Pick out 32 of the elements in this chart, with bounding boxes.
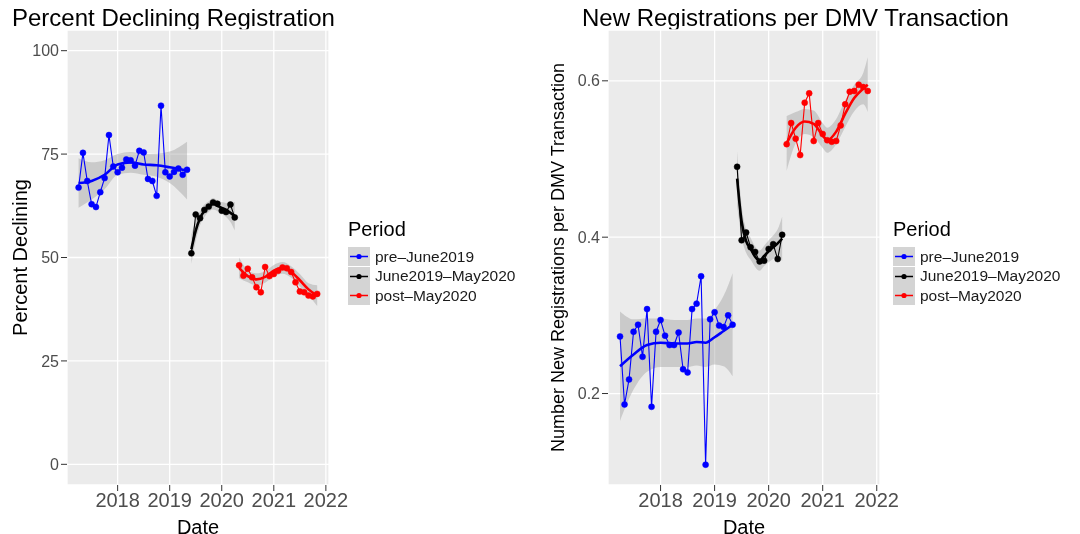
legend-title: Period bbox=[893, 218, 952, 241]
legend-label: June2019–May2020 bbox=[920, 267, 1061, 286]
legend-label: post–May2020 bbox=[920, 286, 1022, 305]
y-tick-label: 25 bbox=[41, 352, 60, 370]
x-tick-label: 2021 bbox=[251, 489, 297, 512]
legend-title: Period bbox=[348, 218, 407, 241]
chart-title: Percent Declining Registration bbox=[12, 4, 335, 32]
chart-title: New Registrations per DMV Transaction bbox=[582, 4, 1009, 32]
x-tick-label: 2018 bbox=[95, 489, 140, 512]
x-axis-title: Date bbox=[722, 516, 766, 534]
y-tick-label: 100 bbox=[32, 42, 60, 60]
y-tick-label: 0.2 bbox=[577, 385, 601, 403]
legend-label: pre–June2019 bbox=[920, 247, 1020, 266]
legend-label: pre–June2019 bbox=[375, 247, 475, 266]
y-tick-label: 0.6 bbox=[577, 72, 601, 90]
x-tick-label: 2022 bbox=[303, 489, 349, 512]
y-tick-label: 50 bbox=[41, 249, 60, 267]
x-tick-label: 2020 bbox=[746, 489, 791, 512]
y-tick-label: 0 bbox=[50, 456, 60, 473]
y-axis-title: Percent Declining bbox=[9, 179, 31, 336]
x-tick-label: 2019 bbox=[147, 489, 192, 512]
x-tick-label: 2020 bbox=[199, 489, 244, 512]
y-tick-label: 0.4 bbox=[577, 228, 601, 246]
y-axis-title: Number New Registrations per DMV Transaction bbox=[548, 62, 568, 453]
legend-label: post–May2020 bbox=[375, 286, 477, 305]
x-tick-label: 2019 bbox=[692, 489, 737, 512]
legend-label: June2019–May2020 bbox=[375, 267, 516, 286]
y-tick-label: 75 bbox=[41, 145, 60, 163]
x-axis-title: Date bbox=[176, 516, 220, 534]
x-tick-label: 2021 bbox=[800, 489, 845, 512]
x-tick-label: 2018 bbox=[638, 489, 683, 512]
x-tick-label: 2022 bbox=[854, 489, 899, 512]
